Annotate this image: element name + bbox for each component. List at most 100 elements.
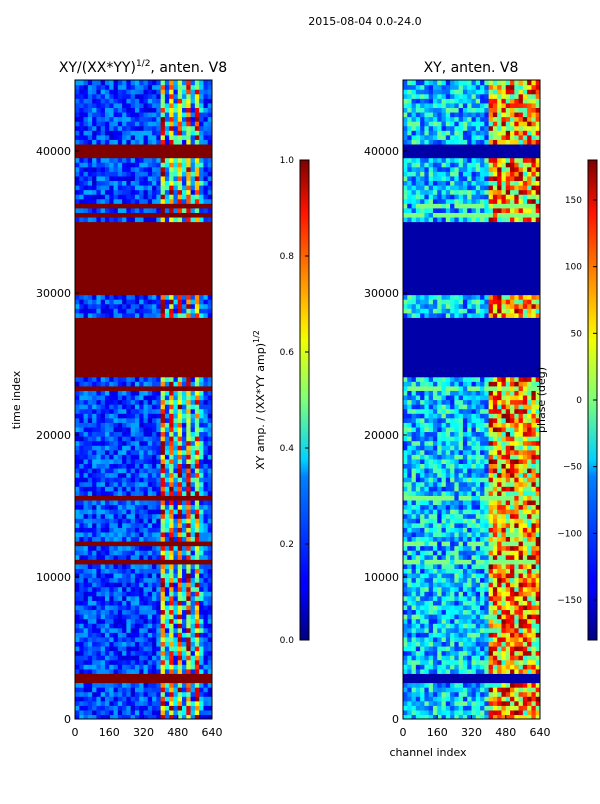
amplitude-cell	[131, 326, 136, 331]
amplitude-cell	[191, 632, 196, 637]
amplitude-cell	[114, 591, 119, 596]
amplitude-cell	[92, 272, 97, 277]
amplitude-cell	[122, 80, 127, 85]
amplitude-cell	[169, 144, 174, 149]
phase-cell	[493, 678, 498, 683]
amplitude-cell	[186, 454, 191, 459]
phase-cell	[459, 673, 464, 678]
amplitude-cell	[195, 463, 200, 468]
amplitude-cell	[178, 139, 183, 144]
amplitude-cell	[173, 641, 178, 646]
amplitude-cell	[165, 436, 170, 441]
amplitude-cell	[88, 80, 93, 85]
amplitude-cell	[135, 148, 140, 153]
amplitude-cell	[161, 190, 166, 195]
amplitude-cell	[144, 596, 149, 601]
amplitude-cell	[101, 190, 106, 195]
amplitude-cell	[156, 600, 161, 605]
amplitude-cell	[118, 171, 123, 176]
amplitude-cell	[152, 468, 157, 473]
amplitude-cell	[195, 322, 200, 327]
amplitude-cell	[84, 162, 89, 167]
phase-cell	[467, 692, 472, 697]
amplitude-cell	[199, 504, 204, 509]
amplitude-cell	[182, 546, 187, 551]
amplitude-cell	[144, 345, 149, 350]
amplitude-cell	[79, 409, 84, 414]
amplitude-cell	[109, 564, 114, 569]
amplitude-cell	[105, 199, 110, 204]
amplitude-cell	[195, 363, 200, 368]
amplitude-cell	[156, 632, 161, 637]
amplitude-cell	[191, 117, 196, 122]
phase-cell	[424, 651, 429, 656]
amplitude-cell	[75, 500, 80, 505]
amplitude-cell	[84, 692, 89, 697]
amplitude-cell	[139, 336, 144, 341]
phase-cell	[501, 651, 506, 656]
amplitude-cell	[84, 390, 89, 395]
amplitude-cell	[203, 692, 208, 697]
phase-cell	[454, 682, 459, 687]
amplitude-cell	[114, 445, 119, 450]
amplitude-cell	[199, 253, 204, 258]
amplitude-cell	[156, 701, 161, 706]
phase-cell	[506, 673, 511, 678]
amplitude-cell	[182, 660, 187, 665]
amplitude-cell	[126, 514, 131, 519]
amplitude-cell	[173, 701, 178, 706]
amplitude-cell	[148, 532, 153, 537]
amplitude-cell	[92, 541, 97, 546]
amplitude-cell	[178, 180, 183, 185]
amplitude-cell	[101, 441, 106, 446]
amplitude-cell	[96, 692, 101, 697]
amplitude-cell	[152, 304, 157, 309]
amplitude-cell	[186, 632, 191, 637]
amplitude-cell	[178, 117, 183, 122]
amplitude-cell	[161, 308, 166, 313]
amplitude-cell	[109, 559, 114, 564]
amplitude-cell	[122, 212, 127, 217]
amplitude-cell	[156, 212, 161, 217]
amplitude-cell	[84, 395, 89, 400]
amplitude-cell	[101, 249, 106, 254]
amplitude-cell	[126, 527, 131, 532]
amplitude-cell	[131, 637, 136, 642]
amplitude-cell	[79, 253, 84, 258]
amplitude-cell	[165, 441, 170, 446]
amplitude-cell	[186, 317, 191, 322]
amplitude-cell	[203, 454, 208, 459]
amplitude-cell	[191, 94, 196, 99]
phase-cell	[472, 705, 477, 710]
amplitude-cell	[118, 89, 123, 94]
amplitude-cell	[126, 267, 131, 272]
amplitude-cell	[191, 285, 196, 290]
amplitude-cell	[152, 413, 157, 418]
amplitude-cell	[96, 167, 101, 172]
amplitude-cell	[148, 89, 153, 94]
amplitude-cell	[122, 272, 127, 277]
amplitude-cell	[135, 103, 140, 108]
amplitude-cell	[122, 463, 127, 468]
amplitude-cell	[131, 358, 136, 363]
amplitude-cell	[101, 381, 106, 386]
phase-cell	[484, 692, 489, 697]
amplitude-cell	[186, 130, 191, 135]
amplitude-cell	[105, 491, 110, 496]
amplitude-cell	[165, 390, 170, 395]
phase-cell	[506, 682, 511, 687]
amplitude-cell	[161, 646, 166, 651]
amplitude-cell	[156, 536, 161, 541]
amplitude-cell	[92, 482, 97, 487]
amplitude-cell	[191, 710, 196, 715]
amplitude-cell	[182, 559, 187, 564]
amplitude-cell	[88, 381, 93, 386]
amplitude-cell	[178, 518, 183, 523]
amplitude-cell	[152, 591, 157, 596]
amplitude-cell	[203, 628, 208, 633]
amplitude-cell	[75, 377, 80, 382]
amplitude-cell	[169, 445, 174, 450]
amplitude-cell	[178, 231, 183, 236]
amplitude-cell	[173, 660, 178, 665]
amplitude-cell	[114, 171, 119, 176]
